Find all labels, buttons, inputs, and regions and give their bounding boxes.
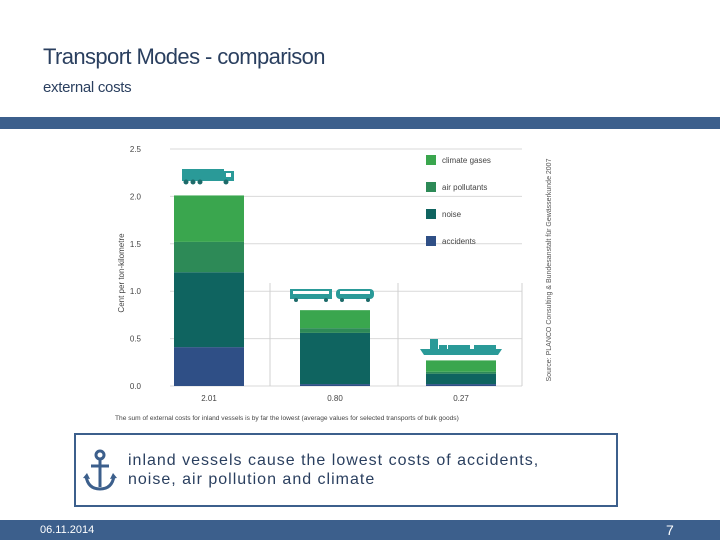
callout-box: inland vessels cause the lowest costs of…	[74, 433, 618, 507]
anchor-icon	[83, 449, 117, 491]
y-tick-label: 0.0	[130, 382, 142, 391]
stacked-bar-chart: 0.0 0.5 1.0 1.5 2.0 2.5 Cent per ton-kilometre…	[115, 145, 553, 422]
train-icon	[340, 298, 344, 302]
bar-segment-climate-gases	[426, 360, 496, 372]
callout-line-2: noise, air pollution and climate	[128, 471, 376, 488]
legend-swatch-accidents	[426, 236, 436, 246]
callout-line-1: inland vessels cause the lowest costs of…	[128, 452, 540, 469]
bar-segment-climate-gases	[300, 310, 370, 329]
legend-swatch-noise	[426, 209, 436, 219]
bar-total-label: 0.80	[327, 394, 343, 403]
bar-segment-accidents	[426, 384, 496, 386]
train-icon	[294, 298, 298, 302]
callout-text: inland vessels cause the lowest costs of…	[128, 451, 539, 489]
legend-label: air pollutants	[442, 183, 487, 192]
ship-icon	[420, 349, 502, 355]
bar-segment-accidents	[300, 384, 370, 386]
ship-icon	[439, 345, 447, 349]
chart-figure: 0.0 0.5 1.0 1.5 2.0 2.5 Cent per ton-kilometre…	[110, 133, 560, 423]
truck-icon	[197, 179, 203, 185]
legend-swatch-air-pollutants	[426, 182, 436, 192]
y-axis-label: Cent per ton-kilometre	[117, 233, 126, 313]
bar-segment-air-pollutants	[300, 328, 370, 333]
page-number: 7	[666, 522, 674, 538]
page-title: Transport Modes - comparison	[43, 44, 326, 69]
legend-label: climate gases	[442, 156, 491, 165]
legend-swatch-climate-gases	[426, 155, 436, 165]
ship-icon	[474, 345, 496, 349]
y-tick-label: 2.5	[130, 145, 142, 154]
bar-segment-air-pollutants	[426, 371, 496, 374]
y-tick-label: 2.0	[130, 192, 142, 201]
train-icon	[293, 291, 329, 294]
bar-total-label: 2.01	[201, 394, 217, 403]
truck-icon	[182, 169, 224, 181]
train-icon	[366, 298, 370, 302]
bar-segment-climate-gases	[174, 195, 244, 242]
bar-segment-noise	[300, 332, 370, 385]
chart-caption: The sum of external costs for inland ves…	[115, 415, 459, 422]
bar-segment-air-pollutants	[174, 241, 244, 273]
train-icon	[324, 298, 328, 302]
ship-icon	[430, 339, 438, 349]
footer-bar: 06.11.2014 7	[0, 520, 720, 540]
footer-date: 06.11.2014	[40, 524, 95, 536]
bar-total-label: 0.27	[453, 394, 469, 403]
source-note: Source: PLANCO Consulting & Bundesanstal…	[546, 158, 553, 381]
bar-segment-noise	[426, 373, 496, 385]
page-subtitle: external costs	[43, 79, 132, 96]
truck-icon	[183, 179, 189, 185]
y-tick-label: 0.5	[130, 335, 142, 344]
y-tick-label: 1.5	[130, 240, 142, 249]
legend-label: noise	[442, 210, 462, 219]
legend-label: accidents	[442, 237, 476, 246]
header-band	[0, 117, 720, 129]
truck-icon	[226, 173, 231, 177]
bar-segment-noise	[174, 272, 244, 348]
y-tick-label: 1.0	[130, 287, 142, 296]
train-icon	[340, 291, 370, 294]
truck-icon	[223, 179, 229, 185]
bar-segment-accidents	[174, 347, 244, 386]
truck-icon	[190, 179, 196, 185]
ship-icon	[448, 345, 470, 349]
